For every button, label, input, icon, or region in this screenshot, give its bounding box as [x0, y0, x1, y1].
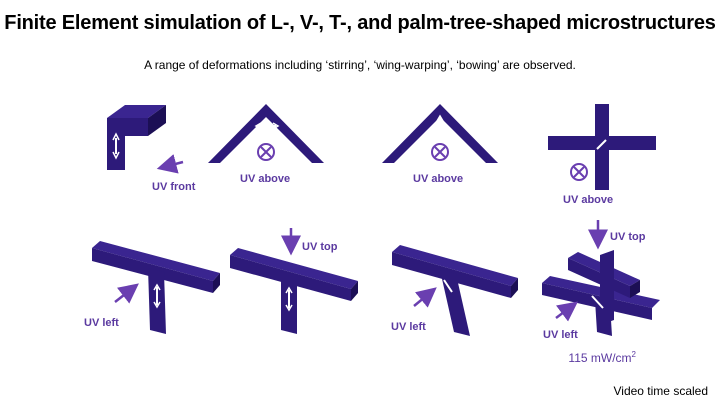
uv-top-label-2: UV top: [610, 231, 646, 243]
power-density: 115 mW/cm2: [568, 350, 636, 365]
page-title: Finite Element simulation of L-, V-, T-,…: [4, 12, 716, 34]
palm-structure-top: [548, 104, 656, 190]
uv-above-label-3: UV above: [563, 194, 613, 206]
t-structure-1: [92, 241, 220, 334]
uv-left-label-3: UV left: [543, 329, 578, 341]
into-page-icon: [431, 143, 449, 161]
uv-left-label-2: UV left: [391, 321, 426, 333]
uv-front-label: UV front: [152, 181, 196, 193]
power-value: 115 mW/cm: [568, 351, 632, 365]
l-structure: [107, 105, 166, 170]
uv-above-label-1: UV above: [240, 173, 290, 185]
power-exponent: 2: [631, 350, 636, 359]
palm-structure-3d: [542, 250, 660, 336]
uv-above-label-2: UV above: [413, 173, 463, 185]
into-page-icon: [257, 143, 275, 161]
video-time-note: Video time scaled: [613, 384, 709, 398]
t-structure-2: [230, 248, 358, 334]
arrow-icon: [114, 283, 139, 304]
arrow-icon: [156, 154, 184, 174]
into-page-icon: [570, 163, 588, 181]
uv-left-label-1: UV left: [84, 317, 119, 329]
arrow-icon: [413, 287, 437, 308]
v-structure-2: [382, 104, 498, 163]
arrow-icon: [555, 301, 578, 322]
uv-top-label-1: UV top: [302, 241, 338, 253]
v-structure-1: [208, 104, 324, 163]
page-subtitle: A range of deformations including ‘stirr…: [144, 58, 576, 72]
t-structure-3: [392, 245, 518, 336]
